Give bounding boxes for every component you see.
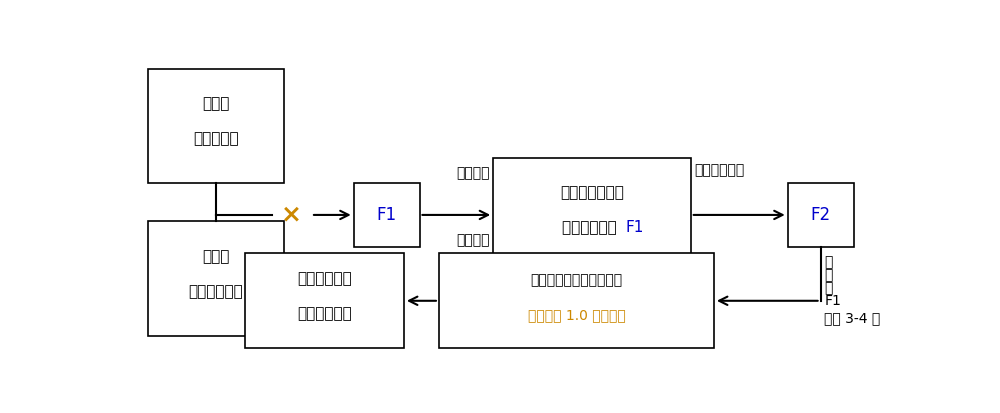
Text: F1: F1 [376, 206, 397, 224]
Bar [148, 221, 284, 336]
Bar [439, 253, 714, 349]
Bar [493, 158, 691, 272]
Bar [354, 183, 420, 247]
Text: 自交不亲和系: 自交不亲和系 [189, 284, 243, 299]
Text: 小青菜: 小青菜 [202, 249, 230, 264]
Text: F1: F1 [824, 294, 841, 308]
Bar [245, 253, 404, 349]
Text: F2: F2 [810, 206, 831, 224]
Text: 稳定的乌塔菜: 稳定的乌塔菜 [297, 271, 352, 286]
Text: 重复 3-4 代: 重复 3-4 代 [824, 311, 881, 325]
Text: 与乌塌菜回交: 与乌塌菜回交 [695, 164, 745, 178]
Text: F1: F1 [625, 220, 644, 235]
Text: 和指数在 1.0 以下株系: 和指数在 1.0 以下株系 [528, 308, 625, 322]
Text: 性状近似乌塔菜: 性状近似乌塔菜 [560, 185, 624, 200]
Text: 自交不亲和系: 自交不亲和系 [297, 306, 352, 321]
Bar [148, 69, 284, 183]
Text: 性状筛选: 性状筛选 [457, 166, 490, 180]
Text: 处: 处 [824, 256, 833, 270]
Text: 理: 理 [824, 268, 833, 282]
Text: 的自交不亲和: 的自交不亲和 [562, 220, 622, 235]
Text: 自交检测: 自交检测 [457, 233, 490, 247]
Text: ×: × [281, 203, 302, 227]
Text: 性状极似乌塔菜，自交亲: 性状极似乌塔菜，自交亲 [530, 273, 622, 287]
Text: 乌塔菜: 乌塔菜 [202, 96, 230, 111]
Bar [788, 183, 854, 247]
Text: 自交亲和系: 自交亲和系 [193, 131, 239, 146]
Text: 同: 同 [824, 281, 833, 295]
